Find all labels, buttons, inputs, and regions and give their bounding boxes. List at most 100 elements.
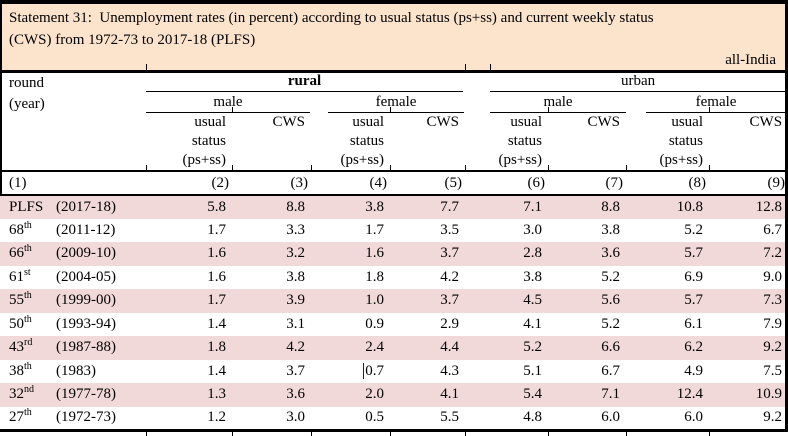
group-rural-label: rural	[146, 73, 464, 92]
round-suffix: th	[24, 407, 32, 418]
year-header: (year)	[9, 96, 45, 112]
round-year: (1983)	[56, 362, 96, 379]
column-tick	[465, 432, 466, 436]
value-text: 3.8	[365, 198, 384, 215]
column-tick	[390, 432, 391, 436]
value-cell: 1.4	[207, 315, 226, 332]
round-year: (2004-05)	[56, 268, 116, 285]
value-cell: 5.2	[684, 221, 704, 238]
table-row: 50th (1993-94) 1.4 3.1 0.9 2.9 4.1 5.2 6.…	[0, 313, 788, 337]
column-tick	[548, 432, 549, 436]
column-tick	[146, 432, 147, 436]
value-text: 0.5	[365, 409, 384, 425]
row-label: 43rd (1987-88)	[0, 336, 146, 360]
round-year: (1993-94)	[56, 315, 116, 332]
value-cell: 2.8	[523, 245, 543, 262]
col-number: (4)	[311, 170, 390, 196]
value-cell: 1.7	[311, 219, 390, 243]
value-cell: 2.0	[311, 383, 390, 407]
table-row: 66th (2009-10) 1.6 3.2 1.6 3.7 2.8 3.6 5.…	[0, 242, 788, 266]
usual-line3: (ps+ss)	[182, 152, 226, 168]
value-cell: 0.9	[311, 313, 390, 337]
value-cell: 8.8	[286, 198, 305, 215]
header-row-colnumbers: (1) (2) (3) (4) (5) (6) (7) (8) (9)	[0, 170, 788, 196]
table-row: 61st (2004-05) 1.6 3.8 1.8 4.2 3.8 5.2 6.…	[0, 266, 788, 290]
column-tick	[626, 432, 627, 436]
value-cell: 9.0	[763, 268, 783, 285]
value-cell: 4.1	[523, 315, 543, 332]
value-cell: 3.2	[286, 245, 305, 262]
value-text: 1.0	[365, 292, 384, 309]
col-number: (8)	[626, 170, 710, 196]
value-cell: 3.9	[286, 292, 305, 309]
value-cell: 1.6	[311, 242, 390, 266]
table-row: 43rd (1987-88) 1.8 4.2 2.4 4.4 5.2 6.6 6.…	[0, 336, 788, 360]
table-row: 68th (2011-12) 1.7 3.3 1.7 3.5 3.0 3.8 5.…	[0, 219, 788, 243]
statement-title-line1: Statement 31: Unemployment rates (in per…	[9, 10, 654, 26]
band-divider-rule	[0, 70, 788, 73]
table-row: 32nd (1977-78) 1.3 3.6 2.0 4.1 5.4 7.1 12…	[0, 383, 788, 407]
value-cell: 10.9	[755, 386, 783, 403]
round-number: 38	[9, 362, 24, 379]
value-text: 1.7	[365, 221, 384, 238]
value-cell: 5.4	[523, 386, 543, 403]
round-number: 27	[9, 409, 24, 425]
value-cell: 4.2	[440, 268, 460, 285]
value-cell: 5.7	[684, 245, 704, 262]
column-tick	[465, 64, 466, 70]
column-tick	[390, 165, 391, 170]
value-cell: 3.8	[311, 195, 390, 219]
column-tick	[709, 165, 710, 170]
value-cell: 3.7	[286, 362, 305, 379]
value-cell: 7.9	[763, 315, 783, 332]
value-cell: 3.1	[286, 315, 305, 332]
value-cell: 6.2	[684, 339, 704, 356]
row-label: 68th (2011-12)	[0, 219, 146, 243]
value-cell: 8.8	[601, 198, 621, 215]
value-cell: 6.6	[601, 339, 621, 356]
round-year: (1972-73)	[56, 409, 116, 425]
usual-line1: usual	[671, 114, 704, 130]
column-tick	[232, 432, 233, 436]
value-cell: 1.3	[207, 386, 226, 403]
rural-female-cell: female	[311, 92, 465, 113]
round-suffix: th	[24, 219, 32, 231]
usual-line1: usual	[194, 114, 226, 130]
row-label: 66th (2009-10)	[0, 242, 146, 266]
column-tick	[232, 107, 233, 112]
col-number: (2)	[146, 170, 232, 196]
usual-line1: usual	[510, 114, 543, 130]
value-cell: 3.6	[286, 386, 305, 403]
rural-female-label: female	[328, 94, 465, 113]
col-number: (3)	[232, 170, 311, 196]
value-cell: 2.4	[311, 336, 390, 360]
round-year: (2017-18)	[56, 198, 116, 215]
column-tick	[709, 107, 710, 112]
usual-line2: status	[349, 133, 384, 149]
col-number: (5)	[390, 170, 466, 196]
value-cell: 7.5	[763, 362, 783, 379]
value-cell: 1.6	[207, 245, 226, 262]
urban-male-cell: male	[465, 92, 627, 113]
value-cell: 5.2	[601, 268, 621, 285]
measure-usual-status: usual status (ps+ss)	[311, 113, 390, 171]
round-number: 43	[9, 339, 24, 356]
row-label: 38th (1983)	[0, 360, 146, 384]
column-tick	[548, 165, 549, 170]
column-tick	[146, 165, 147, 170]
column-tick	[146, 64, 147, 70]
value-cell: 1.2	[207, 409, 226, 425]
usual-line1: usual	[352, 114, 384, 130]
value-cell: 7.1	[601, 386, 621, 403]
col-number: (6)	[465, 170, 549, 196]
value-cell: 3.0	[523, 221, 543, 238]
header-row-groups: round rural urban	[0, 73, 788, 92]
column-tick	[490, 64, 491, 70]
value-cell: 12.4	[676, 386, 704, 403]
round-suffix: th	[24, 360, 32, 372]
usual-line2: status	[191, 133, 226, 149]
value-cell: 3.6	[601, 245, 621, 262]
round-header: round	[9, 75, 44, 91]
value-cell: 3.3	[286, 221, 305, 238]
measure-cws: CWS	[587, 114, 621, 130]
